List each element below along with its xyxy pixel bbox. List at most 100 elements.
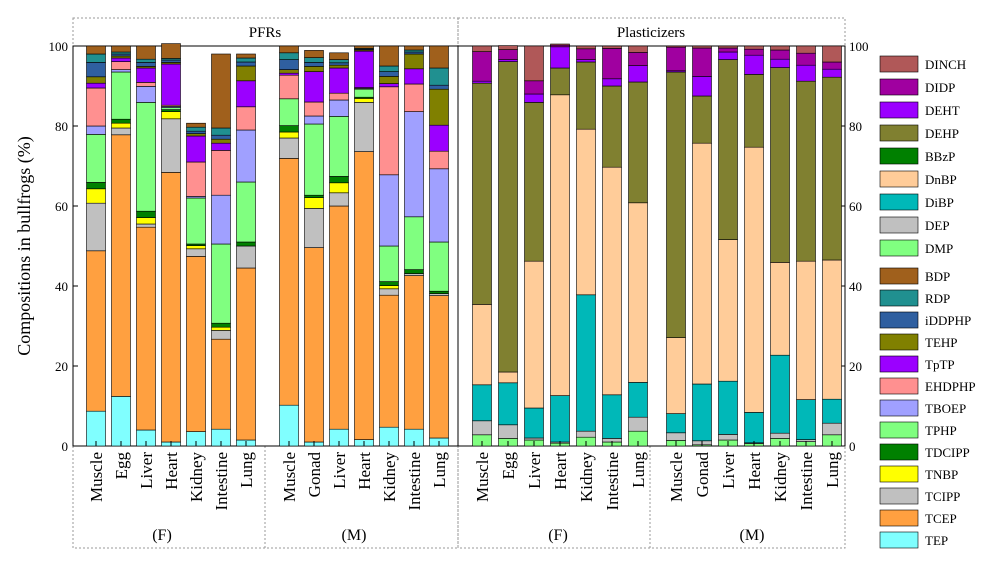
pfr-bar-f-4-tptp — [186, 135, 206, 163]
pfr-bar-f-3-bdp — [161, 43, 181, 59]
group-label: (M) — [740, 527, 765, 544]
plasticizer-bar-f-5-dibp — [602, 394, 622, 439]
legend-label-bbzp: BBzP — [925, 149, 955, 164]
x-tick-label-liver: Liver — [719, 452, 738, 489]
plasticizer-bar-m-6-didp — [822, 61, 842, 70]
pfr-bar-f-5-tcep — [211, 338, 231, 430]
plasticizer-bar-f-2-dibp — [524, 407, 544, 439]
plasticizer-bar-f-6-didp — [628, 52, 648, 66]
pfr-bar-f-3-tcipp — [161, 118, 181, 173]
plasticizer-bar-f-4-dep — [576, 430, 596, 438]
pfr-bar-f-6-tptp — [236, 80, 256, 108]
pfr-bar-m-1-tcep — [304, 247, 324, 443]
pfr-bar-f-2-tboep — [136, 86, 156, 103]
x-tick-label-intestine: Intestine — [797, 452, 816, 511]
pfr-bar-f-1-tboep — [111, 69, 131, 73]
x-tick-label-lung: Lung — [823, 452, 842, 488]
plasticizer-bar-m-5-didp — [796, 52, 816, 66]
pfr-bar-f-6-tboep — [236, 129, 256, 183]
pfr-bar-f-2-rdp — [136, 58, 156, 63]
pfr-bar-m-2-tphp — [329, 116, 349, 177]
legend-label-iddphp: iDDPHP — [925, 313, 971, 328]
legend-label-tptp: TpTP — [925, 357, 955, 372]
legend-label-ehdphp: EHDPHP — [925, 379, 976, 394]
pfr-bar-f-0-tboep — [86, 125, 106, 135]
legend-swatch-deht — [879, 101, 919, 119]
plasticizer-bar-m-1-dnbp — [692, 142, 712, 385]
pfr-bar-m-1-iddphp — [304, 62, 324, 67]
plasticizer-bar-f-4-didp — [576, 48, 596, 60]
plasticizer-bar-m-1-didp — [692, 47, 712, 77]
legend-swatch-dmp — [879, 239, 919, 257]
plasticizer-bar-f-0-dibp — [472, 384, 492, 422]
x-tick-label-muscle: Muscle — [87, 452, 106, 502]
pfr-bar-f-1-tptp — [111, 57, 131, 62]
plasticizer-bar-m-4-dibp — [770, 354, 790, 434]
pfr-bar-f-1-tdcipp — [111, 118, 131, 124]
pfr-bar-f-5-tcipp — [211, 330, 231, 340]
pfr-bar-m-6-ehdphp — [429, 150, 449, 170]
pfr-bar-m-2-tehp — [329, 64, 349, 69]
pfr-bar-f-4-ehdphp — [186, 161, 206, 197]
plasticizer-bar-m-2-dnbp — [718, 239, 738, 382]
plasticizer-bar-f-0-dinch — [472, 45, 492, 52]
pfr-bar-m-3-tptp — [354, 50, 374, 88]
legend-swatch-ehdphp — [879, 377, 919, 395]
pfr-bar-m-6-rdp — [429, 67, 449, 86]
pfr-bar-m-1-tphp — [304, 123, 324, 196]
plasticizer-bar-f-3-dinch — [550, 43, 570, 46]
pfr-bar-f-3-iddphp — [161, 59, 181, 63]
x-tick-label-lung: Lung — [430, 452, 449, 488]
plasticizer-bar-m-6-dnbp — [822, 259, 842, 400]
pfr-bar-f-3-tphp — [161, 107, 181, 110]
pfr-bar-m-0-ehdphp — [279, 74, 299, 100]
legend-label-tcipp: TCIPP — [925, 489, 960, 504]
pfr-bar-f-6-tcep — [236, 267, 256, 441]
legend-swatch-tehp — [879, 333, 919, 351]
panel-title-plasticizers: Plasticizers — [617, 25, 685, 41]
plot-frame — [72, 45, 846, 447]
pfr-bar-m-1-tcipp — [304, 208, 324, 248]
plasticizer-bar-f-5-dinch — [602, 45, 622, 49]
x-tick-label-egg: Egg — [499, 452, 518, 480]
pfr-bar-m-2-tboep — [329, 99, 349, 117]
pfr-bar-m-4-tptp — [379, 83, 399, 88]
y-tick-label-left: 100 — [49, 39, 69, 54]
y-tick-label-right: 60 — [849, 199, 862, 214]
pfr-bar-f-2-tphp — [136, 102, 156, 212]
legend-label-tehp: TEHP — [925, 335, 958, 350]
pfr-bar-m-4-bdp — [379, 45, 399, 67]
x-tick-label-gonad: Gonad — [305, 452, 324, 498]
pfr-bar-m-1-tehp — [304, 66, 324, 72]
plasticizer-bar-m-1-dinch — [692, 45, 712, 49]
pfr-bar-m-1-bdp — [304, 50, 324, 58]
pfr-bar-m-6-tdcipp — [429, 290, 449, 294]
plasticizer-bar-f-0-dehp — [472, 82, 492, 305]
plasticizer-bar-m-3-dnbp — [744, 146, 764, 413]
y-tick-label-right: 40 — [849, 279, 862, 294]
pfr-bar-f-5-ehdphp — [211, 150, 231, 196]
pfr-bar-f-2-tdcipp — [136, 210, 156, 218]
pfr-bar-m-6-tphp — [429, 241, 449, 292]
x-tick-label-lung: Lung — [237, 452, 256, 488]
plasticizer-bar-f-6-dep — [628, 416, 648, 432]
pfr-bar-m-1-ehdphp — [304, 101, 324, 117]
pfr-bar-f-1-tcep — [111, 134, 131, 397]
plasticizer-bar-m-3-dibp — [744, 412, 764, 444]
plasticizer-bar-m-0-dnbp — [666, 337, 686, 414]
pfr-bar-m-2-iddphp — [329, 62, 349, 66]
pfr-bar-m-0-tdcipp — [279, 125, 299, 133]
plasticizer-bar-f-1-dehp — [498, 61, 518, 373]
x-tick-label-gonad: Gonad — [693, 452, 712, 498]
pfr-bar-f-2-bdp — [136, 45, 156, 60]
pfr-bar-f-5-rdp — [211, 127, 231, 136]
pfr-bar-f-5-tboep — [211, 194, 231, 245]
pfr-bar-f-0-tcep — [86, 250, 106, 412]
pfr-bar-m-4-ehdphp — [379, 86, 399, 176]
plasticizer-bar-m-2-dinch — [718, 45, 738, 49]
plasticizer-bar-f-3-dibp — [550, 395, 570, 443]
pfr-bar-m-3-tphp — [354, 88, 374, 98]
x-tick-label-lung: Lung — [629, 452, 648, 488]
plasticizer-bar-f-2-dehp — [524, 102, 544, 262]
